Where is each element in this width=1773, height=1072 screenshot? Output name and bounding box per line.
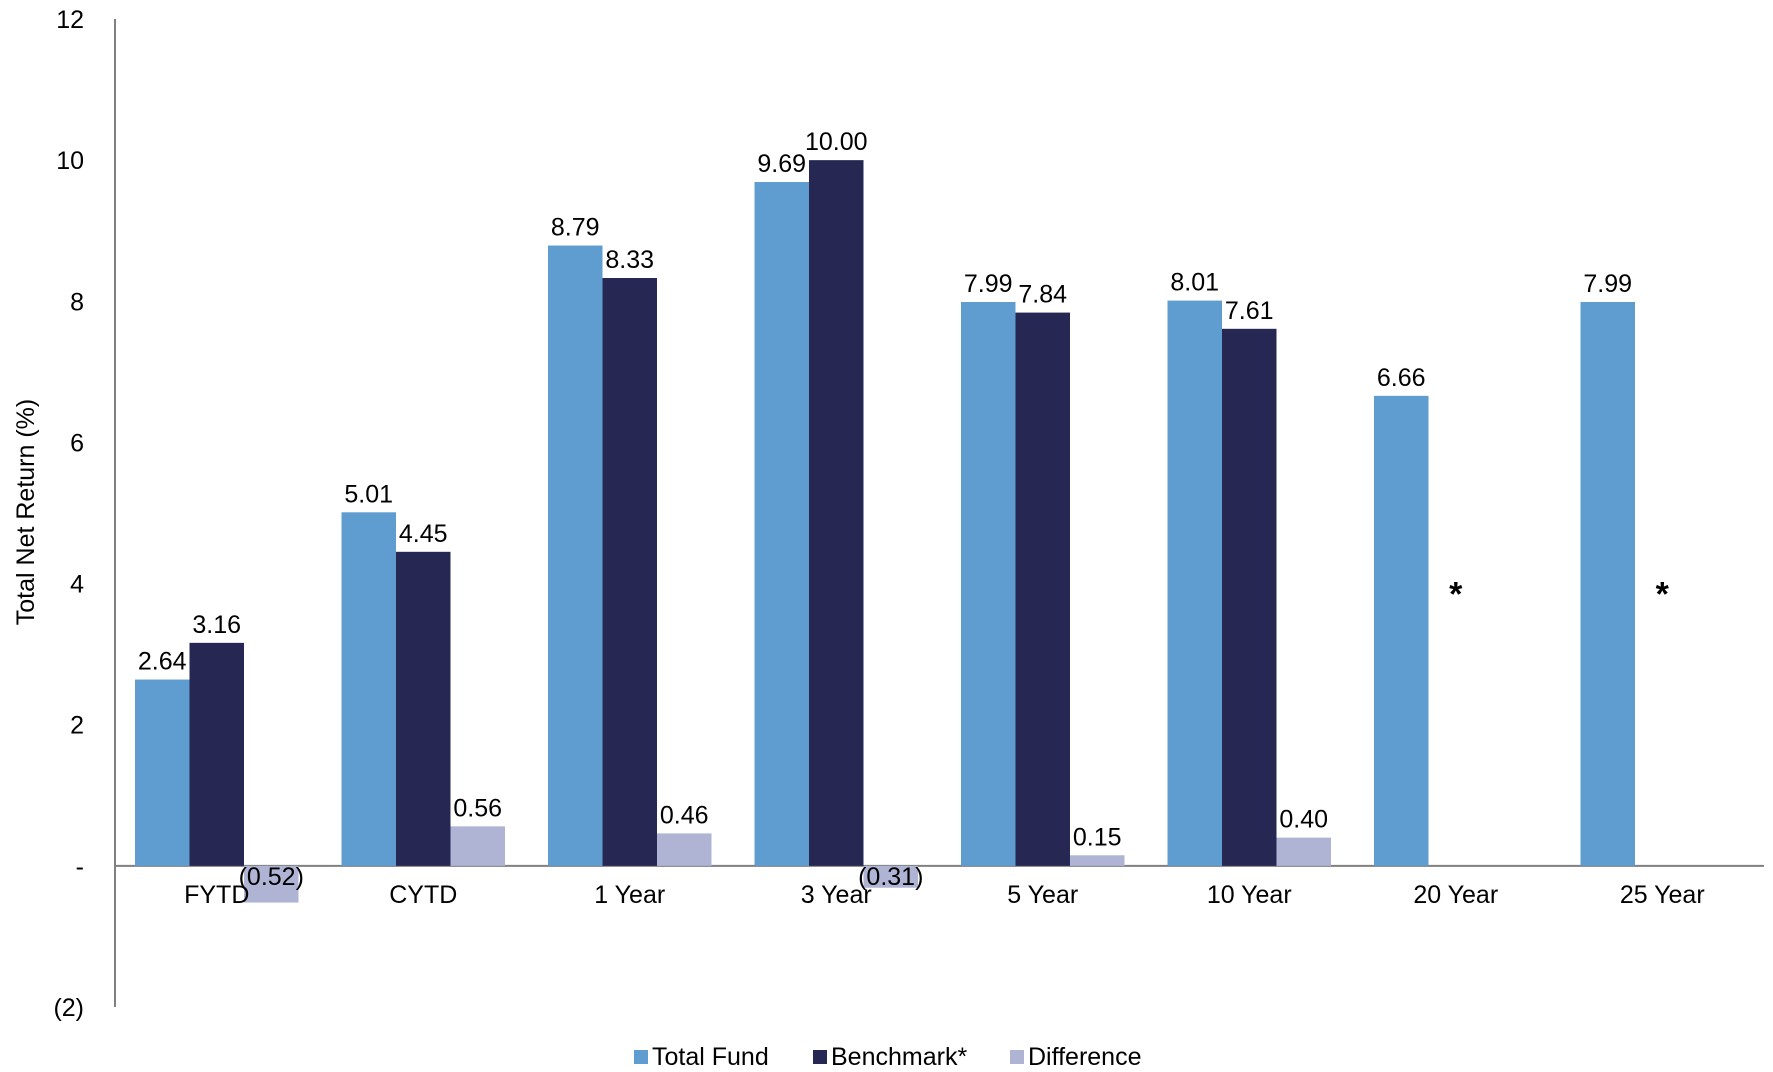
legend-label-total-fund: Total Fund bbox=[652, 1043, 769, 1071]
data-label-total-fund: 8.79 bbox=[551, 214, 600, 242]
data-label-difference: 0.56 bbox=[453, 794, 502, 822]
bar-benchmark bbox=[1222, 328, 1277, 866]
legend-swatch-total-fund bbox=[634, 1050, 648, 1064]
legend-swatch-difference bbox=[1010, 1050, 1024, 1064]
legend-swatch-benchmark bbox=[813, 1050, 827, 1064]
bar-benchmark bbox=[396, 551, 451, 866]
category-label: 3 Year bbox=[801, 881, 872, 909]
bar-total-fund bbox=[961, 301, 1016, 866]
data-labels: 2.643.16 (0.52) 5.014.45 0.56 8.798.33 0.46 9.… bbox=[138, 128, 1670, 891]
bar-benchmark bbox=[189, 642, 244, 866]
bar-total-fund bbox=[1374, 395, 1429, 866]
y-tick-label: 4 bbox=[70, 571, 84, 599]
category-labels: FYTD CYTD 1 Year 3 Year 5 Year 10 Year 20 Year… bbox=[184, 881, 1705, 909]
data-label-total-fund: 7.99 bbox=[1583, 270, 1632, 298]
bar-benchmark bbox=[602, 277, 657, 866]
bar-total-fund bbox=[341, 512, 396, 866]
bar-benchmark bbox=[809, 160, 864, 866]
bar-total-fund bbox=[1580, 301, 1635, 866]
data-label-benchmark: * bbox=[1656, 576, 1670, 614]
bar-total-fund bbox=[754, 182, 809, 866]
data-label-benchmark: 4.45 bbox=[399, 520, 448, 548]
bar-difference bbox=[1276, 837, 1331, 866]
data-label-benchmark: 10.00 bbox=[805, 128, 868, 156]
y-tick-label: 8 bbox=[70, 288, 84, 316]
bar-benchmark bbox=[1015, 312, 1070, 866]
y-tick-label: - bbox=[76, 853, 84, 881]
category-label: 5 Year bbox=[1007, 881, 1078, 909]
data-label-difference: 0.15 bbox=[1073, 823, 1122, 851]
data-label-benchmark: 7.61 bbox=[1225, 297, 1274, 325]
category-label: FYTD bbox=[184, 881, 249, 909]
y-tick-label: 12 bbox=[56, 6, 84, 34]
data-label-benchmark: 8.33 bbox=[605, 246, 654, 274]
category-label: 1 Year bbox=[594, 881, 665, 909]
data-label-difference: (0.31) bbox=[858, 863, 923, 891]
y-tick-label: 2 bbox=[70, 712, 84, 740]
category-label: 20 Year bbox=[1413, 881, 1498, 909]
y-tick-label: (2) bbox=[53, 994, 84, 1022]
legend: Total Fund Benchmark* Difference bbox=[634, 1043, 1142, 1071]
category-label: 25 Year bbox=[1620, 881, 1705, 909]
data-label-difference: 0.40 bbox=[1279, 806, 1328, 834]
data-label-benchmark: 7.84 bbox=[1018, 281, 1067, 309]
data-label-total-fund: 9.69 bbox=[757, 150, 806, 178]
data-label-benchmark: * bbox=[1449, 576, 1463, 614]
legend-label-benchmark: Benchmark* bbox=[831, 1043, 967, 1071]
data-label-difference: 0.46 bbox=[660, 801, 709, 829]
category-label: CYTD bbox=[389, 881, 457, 909]
bar-difference bbox=[863, 865, 918, 888]
bar-difference bbox=[657, 833, 712, 866]
bar-total-fund bbox=[548, 245, 603, 866]
data-label-total-fund: 7.99 bbox=[964, 270, 1013, 298]
data-label-total-fund: 5.01 bbox=[344, 480, 393, 508]
bar-difference bbox=[244, 865, 299, 903]
bar-total-fund bbox=[1167, 300, 1222, 866]
category-label: 10 Year bbox=[1207, 881, 1292, 909]
y-tick-label: 10 bbox=[56, 147, 84, 175]
y-axis-title: Total Net Return (%) bbox=[12, 399, 40, 625]
data-label-total-fund: 8.01 bbox=[1170, 269, 1219, 297]
data-label-total-fund: 6.66 bbox=[1377, 364, 1426, 392]
data-label-total-fund: 2.64 bbox=[138, 648, 187, 676]
bar-total-fund bbox=[135, 679, 190, 866]
bars bbox=[135, 160, 1635, 903]
bar-difference bbox=[1070, 855, 1125, 866]
y-tick-label: 6 bbox=[70, 429, 84, 457]
bar-difference bbox=[450, 826, 505, 866]
data-label-benchmark: 3.16 bbox=[192, 611, 241, 639]
data-label-difference: (0.52) bbox=[239, 863, 304, 891]
legend-label-difference: Difference bbox=[1028, 1043, 1142, 1071]
